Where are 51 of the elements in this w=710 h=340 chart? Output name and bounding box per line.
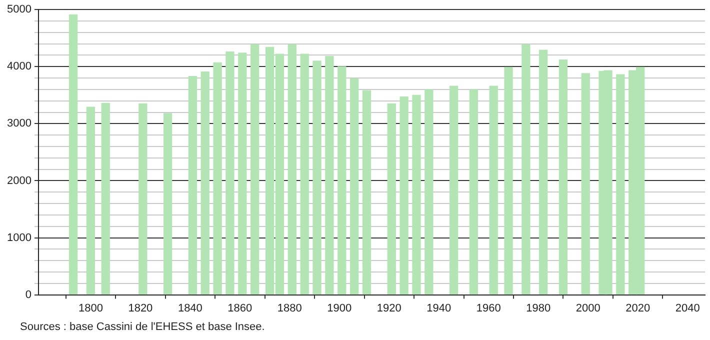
bar <box>489 86 498 295</box>
x-tick-label: 1920 <box>376 302 402 314</box>
y-tick-label: 3000 <box>6 118 32 130</box>
bar <box>300 54 309 295</box>
x-tick-label: 2000 <box>576 302 600 314</box>
bar <box>350 78 359 295</box>
bar <box>449 86 458 295</box>
bar <box>581 73 590 295</box>
y-tick-label: 2000 <box>6 174 32 187</box>
source-note: Sources : base Cassini de l'EHESS et base Insee. <box>20 321 265 333</box>
bar <box>188 76 197 295</box>
bar <box>412 94 421 295</box>
bar <box>200 71 210 295</box>
x-tick-label: 1900 <box>327 302 352 314</box>
x-tick-label: 1820 <box>128 302 153 314</box>
y-tick-label: 0 <box>25 288 32 301</box>
bar <box>387 103 396 295</box>
bar <box>539 50 548 295</box>
bar <box>250 44 260 295</box>
x-tick-label: 2020 <box>626 302 650 314</box>
bar <box>86 106 96 295</box>
x-tick-label: 1980 <box>526 302 551 314</box>
x-tick-label: 1800 <box>78 302 103 314</box>
bar <box>362 90 372 295</box>
y-tick-label: 4000 <box>6 60 32 73</box>
bar <box>226 51 234 295</box>
y-tick-label: 1000 <box>6 232 32 244</box>
bar <box>68 14 78 295</box>
x-tick-label: 1940 <box>426 302 452 314</box>
bar <box>101 102 110 295</box>
x-tick-label: 1880 <box>277 302 302 314</box>
bar <box>469 89 478 295</box>
bar <box>558 59 568 295</box>
bar <box>213 62 222 295</box>
bar <box>424 89 434 295</box>
bar <box>312 60 322 295</box>
bar <box>400 96 408 295</box>
x-tick-label: 2040 <box>675 302 700 314</box>
bar <box>163 113 172 295</box>
x-tick-label: 1840 <box>178 302 202 314</box>
x-tick-label: 1960 <box>476 302 501 314</box>
bar <box>522 44 530 295</box>
bar <box>325 56 334 295</box>
bar <box>338 66 346 295</box>
bar <box>504 66 513 295</box>
x-tick-label: 1860 <box>228 302 252 314</box>
bar <box>616 74 625 295</box>
bar <box>138 103 148 295</box>
bar <box>238 52 247 295</box>
bar <box>288 44 296 295</box>
y-tick-label: 5000 <box>6 4 32 16</box>
